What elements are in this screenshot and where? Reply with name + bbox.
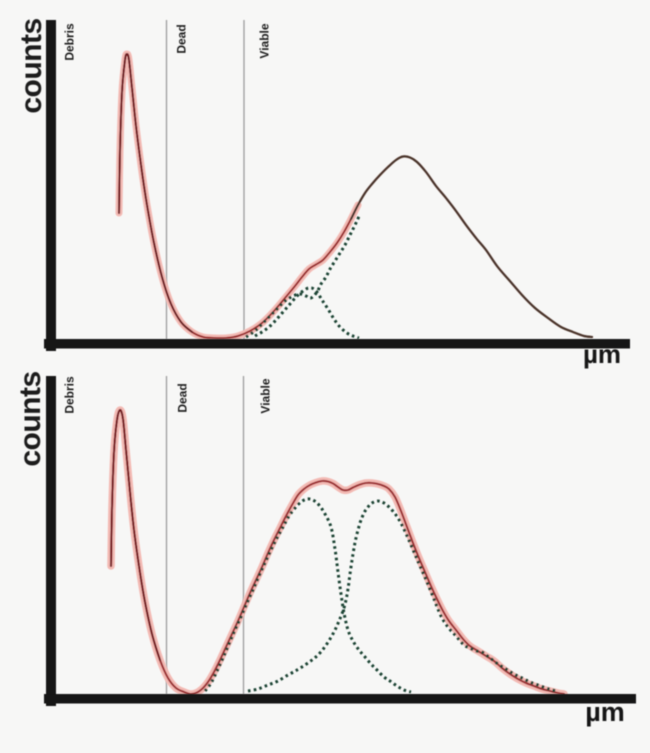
- svg-text:Dead: Dead: [176, 383, 190, 412]
- svg-text:Debris: Debris: [63, 23, 77, 61]
- svg-text:µm: µm: [583, 339, 621, 369]
- svg-text:µm: µm: [585, 697, 625, 727]
- svg-text:Viable: Viable: [258, 23, 272, 58]
- svg-text:Debris: Debris: [63, 376, 77, 414]
- svg-text:Viable: Viable: [259, 378, 273, 413]
- svg-text:counts: counts: [15, 18, 48, 113]
- svg-text:counts: counts: [14, 371, 47, 466]
- svg-text:Dead: Dead: [175, 24, 189, 53]
